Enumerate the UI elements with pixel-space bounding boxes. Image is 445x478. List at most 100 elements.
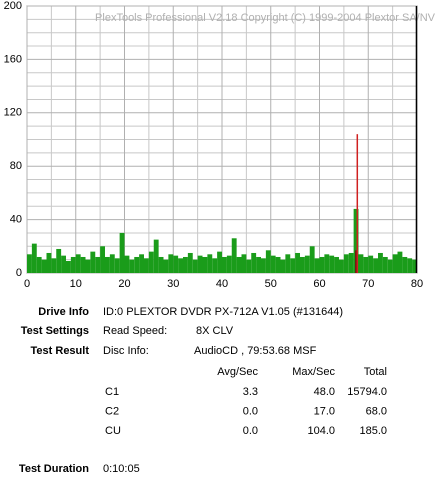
table-row-label: C1 [105,386,119,398]
info-key: Disc Info: [103,345,149,357]
bar [109,254,115,273]
table-cell: 15794.0 [347,386,387,398]
bar [314,258,320,273]
bar [226,255,232,273]
bar [290,258,296,273]
bar [265,250,271,273]
bar [192,259,198,273]
bar [236,256,242,273]
bar [368,255,374,273]
bar [139,254,144,273]
table-cell: 17.0 [314,405,335,417]
bar [129,259,135,273]
watermark: PlexTools Professional V2.18 Copyright (… [95,12,436,24]
bar [148,251,154,273]
info-label: Drive Info [38,306,89,318]
table-row-label: CU [105,425,121,437]
info-value: 8X CLV [196,325,234,337]
table-header: Avg/Sec [217,366,258,378]
bar [251,252,257,273]
bar [353,208,359,273]
info-value: ID:0 PLEXTOR DVDR PX-712A V1.05 (#131644… [103,306,343,318]
bar [355,250,357,273]
bar [144,258,149,273]
bar [275,256,281,273]
bar [378,252,383,273]
table-cell: 104.0 [307,425,335,437]
bar [158,256,164,273]
y-tick-label: 200 [4,0,22,12]
duration-label: Test Duration [19,463,89,475]
bar [295,252,300,273]
bar [124,255,130,273]
y-tick-label: 40 [10,214,22,226]
bar [261,258,266,273]
bar [207,254,213,273]
bar [329,255,335,273]
bar [75,254,81,273]
bar [319,256,325,273]
y-tick-label: 80 [10,160,22,172]
bar [95,256,101,273]
table-cell: 0.0 [243,405,258,417]
x-tick-label: 20 [118,278,130,290]
bar [246,259,252,273]
y-tick-label: 160 [4,53,22,65]
bar [183,256,188,273]
bar [358,254,364,273]
duration-value: 0:10:05 [103,463,140,475]
bar [373,258,378,273]
bar [85,259,91,273]
info-label: Test Settings [21,325,89,337]
bar [231,238,237,273]
bar [222,256,227,273]
x-tick-label: 60 [313,278,325,290]
bar [100,246,105,273]
table-cell: 68.0 [366,405,387,417]
bar [256,256,261,273]
bar [31,243,37,273]
bar [90,251,96,273]
bar [412,259,417,273]
bar [387,259,393,273]
info-label: Test Result [31,345,90,357]
table-header: Total [364,366,387,378]
bar [153,239,159,273]
info-key: Read Speed: [103,325,167,337]
bar [402,256,408,273]
bar [119,232,125,273]
bar [334,256,339,273]
table-cell: 48.0 [314,386,335,398]
bar [114,258,120,273]
bar [46,252,52,273]
bar [105,256,110,273]
bar [304,255,310,273]
bar [61,255,66,273]
x-tick-label: 30 [167,278,179,290]
bar [197,255,203,273]
table-header: Max/Sec [292,366,335,378]
bar [241,254,247,273]
bar [41,259,47,273]
x-tick-label: 10 [70,278,82,290]
bar [217,251,222,273]
bar [382,256,388,273]
bar [168,254,174,273]
bar [36,256,42,273]
bar [178,258,183,273]
bar [363,256,369,273]
bar [339,259,344,273]
bar [187,252,193,273]
y-tick-label: 120 [4,107,22,119]
x-tick-label: 0 [24,278,30,290]
bar [80,256,86,273]
bar [343,254,349,273]
bar [356,134,359,273]
table-cell: 3.3 [243,386,258,398]
bar [348,252,354,273]
bar [324,254,330,273]
bar [163,259,169,273]
info-value: AudioCD , 79:53.68 MSF [194,345,317,357]
